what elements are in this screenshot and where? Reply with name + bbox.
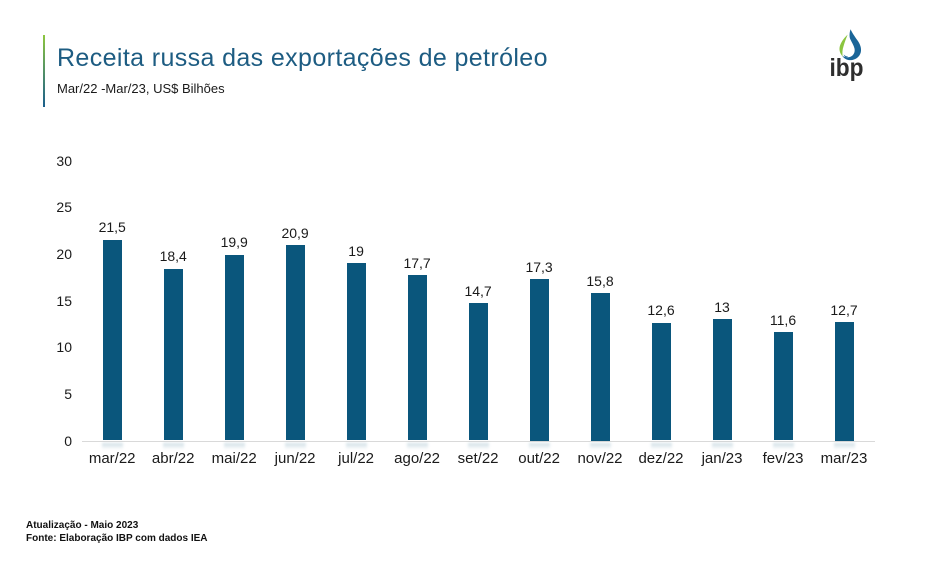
- svg-text:ibp: ibp: [830, 55, 864, 82]
